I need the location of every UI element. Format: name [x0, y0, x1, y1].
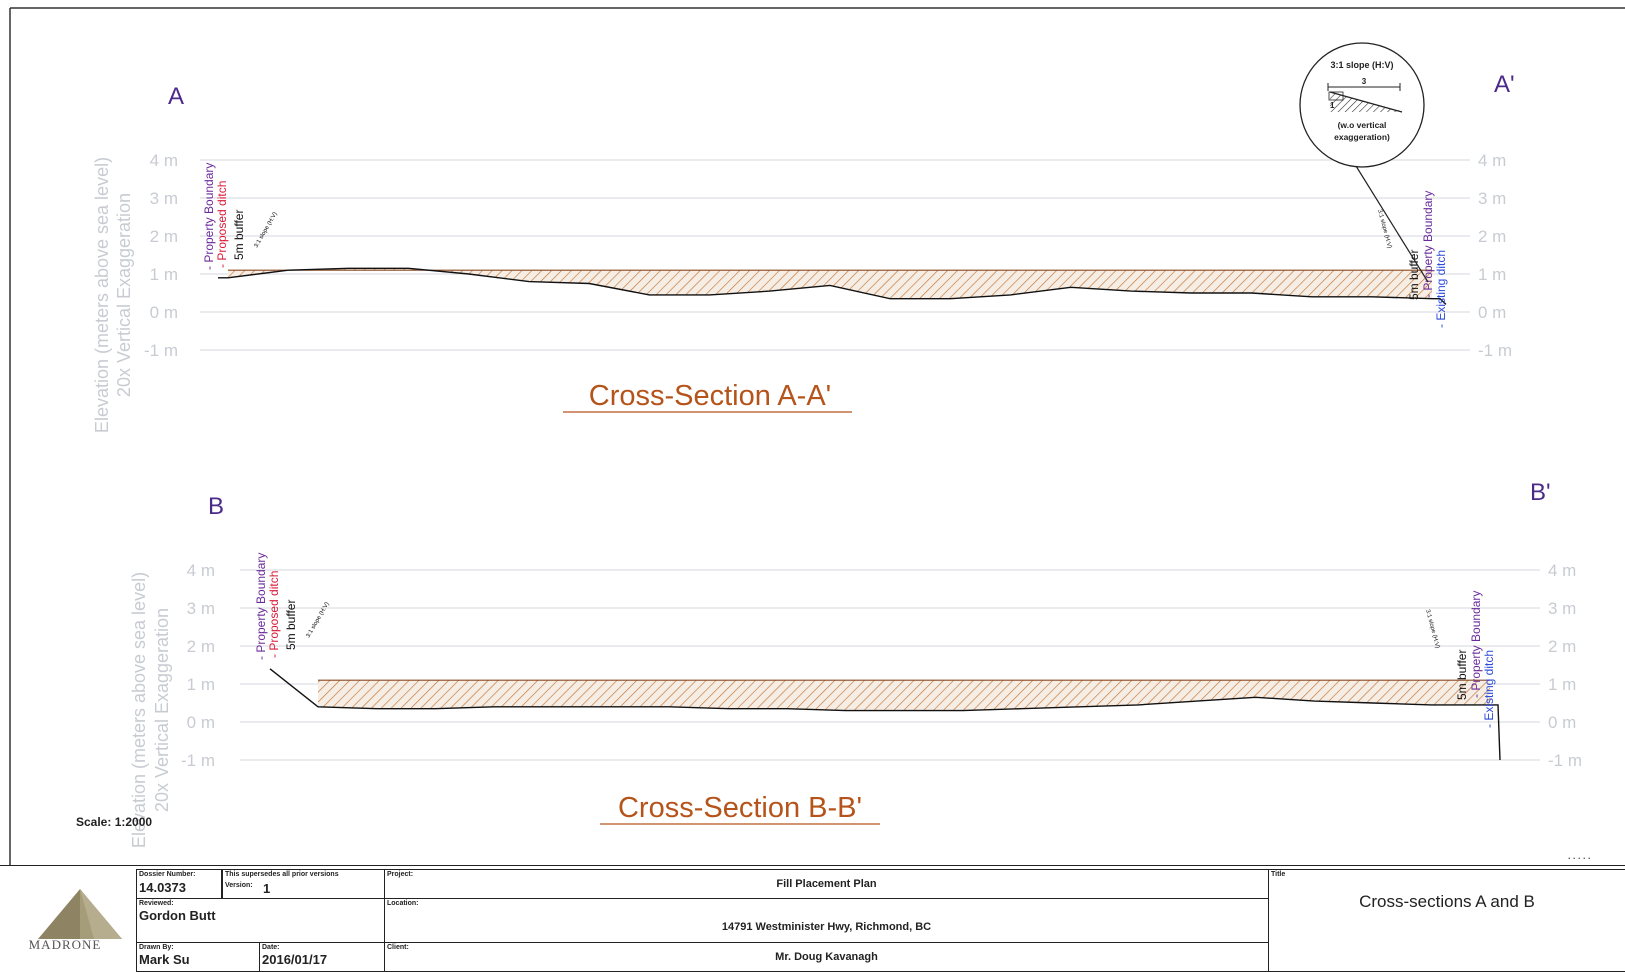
reviewed-cell: Reviewed: Gordon Butt — [136, 898, 385, 943]
slope-inset: 3:1 slope (H:V) 3 1 (w.o vertical exagge… — [1299, 42, 1429, 283]
section-letter-left-a: A — [168, 83, 184, 110]
tick-left-a-1: 3 m — [150, 189, 178, 208]
scale-text: Scale: 1:2000 — [76, 815, 152, 829]
tick-left-b-5: -1 m — [181, 751, 215, 770]
drawn-value: Mark Su — [139, 952, 190, 967]
y-axis-label-a: Elevation (meters above sea level) — [92, 157, 112, 433]
right-property-boundary-a: - Property Boundary — [1421, 191, 1435, 298]
inset-title: 3:1 slope (H:V) — [1330, 60, 1393, 70]
fill-area-a — [228, 268, 1432, 299]
drawn-cell: Drawn By: Mark Su — [136, 942, 260, 972]
version-value: 1 — [263, 881, 271, 896]
inset-rise-label: 1 — [1330, 101, 1335, 110]
version-cell: This supersedes all prior versions Versi… — [222, 869, 385, 899]
sheet-tag: . . . . . — [1568, 851, 1591, 861]
y-axis-sublabel-a: 20x Vertical Exaggeration — [114, 193, 134, 397]
title-cell: Title Cross-sections A and B — [1268, 869, 1625, 972]
location-value: 14791 Westminister Hwy, Richmond, BC — [721, 921, 932, 933]
left-ditch-a: - Proposed ditch — [215, 181, 229, 268]
tick-right-b-3: 1 m — [1548, 675, 1576, 694]
section-title-a: Cross-Section A-A' — [589, 380, 831, 412]
tick-right-b-5: -1 m — [1548, 751, 1582, 770]
right-ditch-b: - Existing ditch — [1482, 650, 1496, 728]
inset-note-line1: (w.o vertical — [1338, 120, 1387, 130]
tick-right-b-4: 0 m — [1548, 713, 1576, 732]
right-ditch-a: - Existing ditch — [1434, 250, 1448, 328]
tick-right-a-4: 0 m — [1478, 303, 1506, 322]
madrone-logo — [30, 873, 130, 961]
tick-right-b-2: 2 m — [1548, 637, 1576, 656]
tick-left-a-0: 4 m — [150, 151, 178, 170]
section-letter-right-a: A' — [1494, 71, 1515, 98]
ground-profile-b — [269, 668, 1501, 761]
tick-left-b-0: 4 m — [187, 561, 215, 580]
inset-note-line2: exaggeration) — [1334, 132, 1390, 142]
tick-right-b-1: 3 m — [1548, 599, 1576, 618]
right-slope-b: 3:1 slope (H:V) — [1424, 609, 1440, 649]
tick-right-a-1: 3 m — [1478, 189, 1506, 208]
tick-left-a-3: 1 m — [150, 265, 178, 284]
tick-left-a-5: -1 m — [144, 341, 178, 360]
inset-run-label: 3 — [1362, 77, 1367, 86]
reviewed-value: Gordon Butt — [139, 908, 216, 923]
location-cell: Location: 14791 Westminister Hwy, Richmo… — [384, 898, 1269, 943]
tick-right-a-5: -1 m — [1478, 341, 1512, 360]
client-value: Mr. Doug Kavanagh — [775, 951, 878, 963]
date-value: 2016/01/17 — [262, 952, 328, 967]
section-a: 4 m 4 m 3 m 3 m 2 m 2 m 1 m 1 m 0 m 0 m -1 m -1 m El… — [92, 71, 1515, 433]
project-cell: Project: Fill Placement Plan — [384, 869, 1269, 899]
tick-left-a-4: 0 m — [150, 303, 178, 322]
right-buffer-b: 5m buffer — [1455, 650, 1469, 700]
project-value: Fill Placement Plan — [776, 878, 877, 890]
section-letter-left-b: B — [208, 493, 224, 520]
client-cell: Client: Mr. Doug Kavanagh — [384, 942, 1269, 972]
inset-leader-line — [1355, 165, 1429, 283]
dossier-cell: Dossier Number: 14.0373 — [136, 869, 222, 899]
tick-right-a-2: 2 m — [1478, 227, 1506, 246]
left-buffer-b: 5m buffer — [284, 600, 298, 650]
section-letter-right-b: B' — [1530, 479, 1551, 506]
tick-left-a-2: 2 m — [150, 227, 178, 246]
fill-area-b — [318, 680, 1490, 711]
left-slope-a: 3:1 slope (H:V) — [254, 211, 279, 249]
tick-left-b-4: 0 m — [187, 713, 215, 732]
company-name: MADRONE — [28, 937, 102, 952]
inset-slope-line — [1329, 91, 1403, 113]
cross-section-drawing: 4 m 4 m 3 m 3 m 2 m 2 m 1 m 1 m 0 m 0 m -1 m -1 m El… — [9, 7, 1625, 865]
right-property-boundary-b: - Property Boundary — [1469, 591, 1483, 698]
tick-left-b-1: 3 m — [187, 599, 215, 618]
y-axis-sublabel-b: 20x Vertical Exaggeration — [152, 608, 172, 812]
left-buffer-a: 5m buffer — [232, 210, 246, 260]
section-title-b: Cross-Section B-B' — [618, 792, 862, 824]
tick-right-a-3: 1 m — [1478, 265, 1506, 284]
right-buffer-a: 5m buffer — [1407, 250, 1421, 300]
right-slope-a: 3:1 slope (H:V) — [1376, 209, 1392, 249]
left-property-boundary-a: - Property Boundary — [202, 163, 216, 270]
tick-left-b-2: 2 m — [187, 637, 215, 656]
logo-mountain-icon — [38, 889, 122, 939]
tick-right-b-0: 4 m — [1548, 561, 1576, 580]
inset-rise-box — [1328, 91, 1344, 101]
title-block: MADRONE Dossier Number: 14.0373 This sup… — [0, 865, 1625, 972]
left-slope-b: 3:1 slope (H:V) — [306, 601, 331, 639]
tick-left-b-3: 1 m — [187, 675, 215, 694]
date-cell: Date: 2016/01/17 — [259, 942, 385, 972]
dossier-value: 14.0373 — [139, 880, 186, 895]
left-ditch-b: - Proposed ditch — [267, 571, 281, 658]
section-b: 4 m 4 m 3 m 3 m 2 m 2 m 1 m 1 m 0 m 0 m -1 m -1 m El… — [129, 479, 1582, 848]
left-property-boundary-b: - Property Boundary — [254, 553, 268, 660]
y-axis-label-b: Elevation (meters above sea level) — [129, 572, 149, 848]
ground-profile-a — [218, 267, 1447, 305]
tick-right-a-0: 4 m — [1478, 151, 1506, 170]
title-value: Cross-sections A and B — [1359, 892, 1535, 911]
